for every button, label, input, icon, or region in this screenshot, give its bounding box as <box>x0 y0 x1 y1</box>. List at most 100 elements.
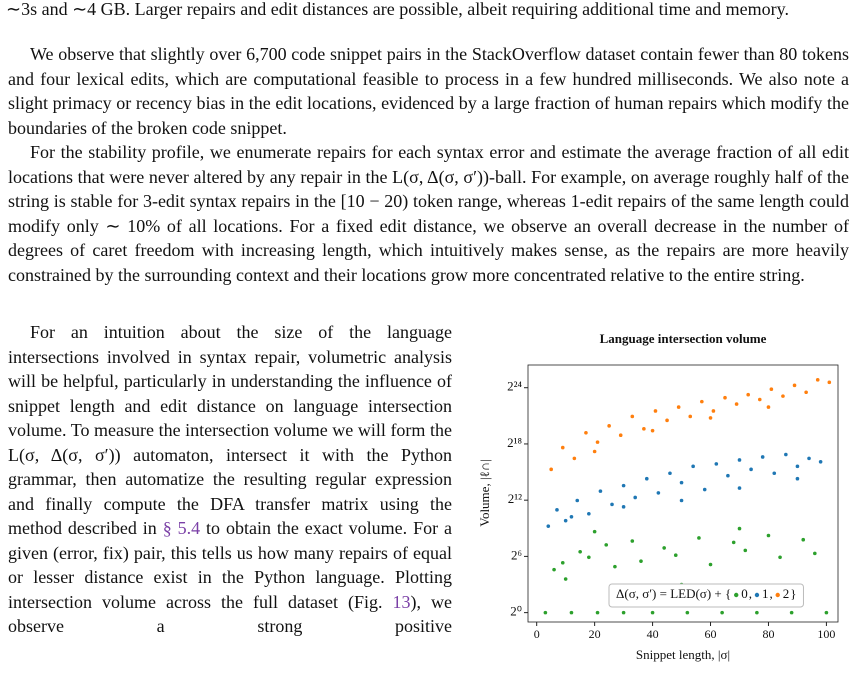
x-tick-label: 60 <box>705 627 717 641</box>
text-segment: We observe that slightly over 6,700 code… <box>8 44 849 138</box>
point <box>702 487 707 492</box>
point <box>714 462 719 466</box>
point <box>824 610 829 615</box>
point <box>650 428 655 433</box>
point <box>815 378 820 382</box>
point <box>818 459 823 464</box>
point <box>584 430 588 435</box>
text-segment: ), we observe a strong positive <box>8 591 452 637</box>
paragraph: We observe that slightly over 6,700 code… <box>8 42 849 140</box>
point <box>621 483 626 488</box>
point <box>789 610 794 615</box>
point <box>621 505 626 509</box>
x-tick-label: 0 <box>534 627 540 641</box>
point <box>737 526 742 531</box>
point <box>731 540 736 545</box>
point <box>688 414 693 419</box>
y-tick-label: 2²⁴ <box>507 379 522 394</box>
point <box>653 409 658 413</box>
legend-label: 1 <box>762 586 769 601</box>
point <box>734 402 739 406</box>
point <box>656 491 661 495</box>
point <box>555 508 559 512</box>
point <box>769 387 774 392</box>
x-tick-label: 100 <box>817 627 835 641</box>
point <box>642 427 646 431</box>
y-tick-label: 2⁰ <box>510 604 522 619</box>
point <box>781 394 785 398</box>
chart-title: Language intersection volume <box>600 331 767 346</box>
x-tick-label: 80 <box>762 627 774 641</box>
link[interactable]: § 5.4 <box>162 518 201 538</box>
point <box>804 390 808 395</box>
point <box>697 536 701 540</box>
point <box>778 555 782 560</box>
text-segment: to obtain the exact volume. For a given … <box>8 518 453 612</box>
point <box>668 471 672 476</box>
point <box>755 610 759 615</box>
point <box>618 433 623 438</box>
legend-label: 2 <box>783 586 790 601</box>
point <box>595 440 600 444</box>
text-segment: For the stability profile, we enumerate … <box>8 142 849 285</box>
legend-prefix: Δ(σ, σ′) = LED(σ) + { <box>616 586 731 601</box>
point <box>679 480 684 485</box>
text-segment: For an intuition about the size of the l… <box>8 322 452 538</box>
point <box>639 559 643 563</box>
paragraph: For an intuition about the size of the l… <box>8 320 452 639</box>
legend-marker <box>734 592 739 598</box>
point <box>592 529 597 534</box>
point <box>546 524 551 528</box>
point <box>607 424 611 428</box>
legend-marker <box>754 592 760 598</box>
y-tick-label: 2¹² <box>508 491 522 506</box>
point <box>563 518 568 523</box>
legend-box <box>608 583 804 608</box>
legend-punct: } <box>790 586 796 601</box>
link[interactable]: 13 <box>392 591 411 612</box>
chart: Language intersection volume Snippet len… <box>477 331 839 662</box>
point <box>737 458 742 462</box>
point <box>665 418 669 423</box>
point <box>711 409 716 413</box>
point <box>746 392 750 397</box>
point <box>766 533 771 538</box>
point <box>766 405 771 409</box>
point <box>662 546 666 550</box>
x-axis-label: Snippet length, |σ| <box>636 647 730 662</box>
point <box>560 445 565 450</box>
point <box>569 610 574 615</box>
x-tick-label: 20 <box>589 627 601 641</box>
point <box>549 467 553 472</box>
point <box>633 495 637 500</box>
y-tick-label: 2¹⁸ <box>507 435 522 450</box>
point <box>610 502 614 507</box>
point <box>644 476 649 481</box>
point <box>760 455 765 459</box>
point <box>604 543 609 547</box>
point <box>792 383 797 388</box>
point <box>784 452 788 457</box>
point <box>578 549 582 554</box>
point <box>749 467 753 472</box>
point <box>737 486 742 490</box>
paragraph: ∼3s and ∼4 GB. Larger repairs and edit d… <box>6 0 851 22</box>
point <box>587 511 591 516</box>
point <box>723 395 727 400</box>
paragraph: For the stability profile, we enumerate … <box>8 140 849 287</box>
point <box>598 489 603 493</box>
point <box>720 610 724 615</box>
legend-punct: , <box>769 586 772 601</box>
point <box>685 610 690 615</box>
legend-marker <box>775 592 780 598</box>
point <box>676 405 681 409</box>
point <box>772 471 777 476</box>
point <box>575 498 580 503</box>
legend-label: 0 <box>741 586 748 601</box>
point <box>757 397 762 402</box>
x-tick-label: 40 <box>647 627 659 641</box>
point <box>813 551 817 556</box>
point <box>708 562 713 567</box>
point <box>613 564 617 569</box>
